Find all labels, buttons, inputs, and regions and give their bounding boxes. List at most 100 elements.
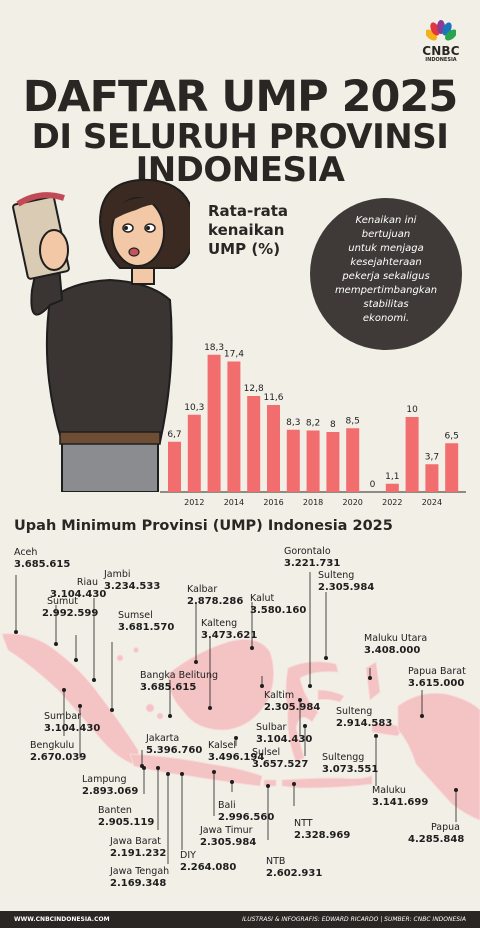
province-label: Jawa Tengah 2.169.348 [110, 866, 169, 890]
province-name: Sultengg [322, 752, 365, 763]
province-ump: 2.670.039 [30, 752, 87, 763]
note-line: untuk menjaga [348, 243, 424, 254]
data-label-2011: 6,7 [167, 430, 181, 440]
province-label: Kalteng 3.473.621 [201, 618, 257, 642]
province-name: Maluku Utara [364, 633, 428, 644]
province-ump: 2.893.069 [82, 786, 139, 797]
province-name: Kalteng [201, 618, 238, 629]
province-name: Sumbar [44, 711, 82, 722]
province-name: NTT [294, 818, 313, 829]
note-line: Kenaikan ini [355, 215, 417, 226]
bar-2014 [227, 361, 241, 492]
province-name: Riau [76, 577, 98, 588]
bar-2020 [346, 428, 360, 492]
province-label: Sumbar 3.104.430 [44, 711, 100, 735]
province-name: Lampung [82, 774, 127, 785]
province-name: Maluku [372, 785, 406, 796]
province-ump: 3.104.430 [44, 723, 101, 734]
province-label: Kaltim 2.305.984 [264, 690, 320, 714]
province-name: Sumut [46, 596, 78, 607]
data-label-2017: 8,3 [286, 418, 300, 428]
province-label: Sulsel 3.657.527 [252, 747, 308, 771]
data-label-2023: 10 [406, 405, 418, 415]
bar-2025 [445, 443, 459, 492]
province-label: Bangka Belitung 3.685.615 [140, 670, 218, 694]
province-name: Papua Barat [408, 666, 466, 677]
chart-title: Rata-rata kenaikan UMP (%) [208, 202, 288, 259]
province-label: Maluku 3.141.699 [372, 785, 428, 809]
province-ump: 3.104.430 [50, 589, 107, 600]
province-name: Bangka Belitung [140, 670, 219, 681]
data-label-2015: 12,8 [244, 384, 264, 394]
province-ump: 3.473.621 [201, 630, 258, 641]
province-label: Jawa Barat 2.191.232 [110, 836, 166, 860]
province-ump: 2.264.080 [180, 862, 237, 873]
province-name: Jakarta [146, 733, 180, 744]
bar-2011 [168, 441, 181, 492]
ump-bar-chart: 6,7 10,3 2012 18,317,4 2014 12,811,6 2016 8,3 8,… [160, 343, 466, 507]
province-name: Sulsel [252, 747, 281, 758]
brand-sub: INDONESIA [425, 57, 457, 63]
chart-title-line3: UMP (%) [208, 240, 281, 258]
note-line: mempertimbangkan [334, 285, 438, 296]
page-title-line1: DAFTAR UMP 2025 [22, 72, 459, 122]
province-ump: 2.905.119 [98, 817, 155, 828]
province-label: Riau 3.104.430 [50, 577, 107, 601]
province-label: Maluku Utara 3.408.000 [364, 633, 427, 657]
province-ump: 3.681.570 [118, 622, 175, 633]
province-label: Sultengg 3.073.551 [322, 752, 378, 776]
data-label-2019: 8 [330, 420, 336, 430]
province-label: Sumut 2.992.599 [42, 596, 98, 620]
province-ump: 3.580.160 [250, 605, 307, 616]
province-name: Papua [431, 822, 460, 833]
page-title-line2: DI SELURUH PROVINSI [31, 117, 449, 157]
data-label-2014: 17,4 [224, 350, 244, 360]
x-tick-2022: 2022 [382, 498, 402, 507]
province-ump: 2.169.348 [110, 878, 167, 889]
province-name: Jawa Timur [200, 825, 253, 836]
x-tick-2018: 2018 [303, 498, 323, 507]
x-tick-2014: 2014 [224, 498, 244, 507]
note-line: pekerja sekaligus [342, 271, 430, 282]
province-name: Gorontalo [284, 546, 331, 557]
note-line: ekonomi. [362, 313, 410, 324]
x-tick-2016: 2016 [263, 498, 283, 507]
province-ump: 3.141.699 [372, 797, 429, 808]
data-label-2022: 1,1 [385, 472, 399, 482]
province-ump: 3.234.533 [104, 581, 161, 592]
province-label: NTB 2.602.931 [266, 856, 322, 880]
province-ump: 5.396.760 [146, 745, 203, 756]
province-label: Kalbar 2.878.286 [187, 584, 243, 608]
footer-credit: ILUSTRASI & INFOGRAFIS: EDWARD RICARDO |… [242, 916, 466, 923]
province-label: Kalut 3.580.160 [250, 593, 306, 617]
note-line: bertujuan [361, 229, 411, 240]
bar-2013 [207, 354, 221, 492]
indonesia-map [1, 572, 480, 864]
province-name: Sulbar [256, 722, 287, 733]
province-name: Jawa Barat [110, 836, 162, 847]
map-title: Upah Minimum Provinsi (UMP) Indonesia 20… [14, 518, 393, 534]
province-label: Jakarta 5.396.760 [146, 733, 202, 757]
province-name: DIY [180, 850, 196, 861]
note-bubble: Kenaikan ini bertujuan untuk menjaga kes… [310, 198, 462, 350]
province-label: Papua Barat 3.615.000 [408, 666, 466, 690]
province-label: Sulteng 2.305.984 [318, 570, 374, 594]
province-ump: 2.191.232 [110, 848, 167, 859]
province-name: Kalsel [208, 740, 236, 751]
province-label: Jambi 3.234.533 [104, 569, 160, 593]
province-name: Sumsel [118, 610, 153, 621]
province-label: NTT 2.328.969 [294, 818, 350, 842]
note-line: kesejahteraan [350, 257, 422, 268]
brand-name: CNBC [422, 44, 460, 58]
bar-2023 [405, 417, 419, 492]
province-label: Lampung 2.893.069 [82, 774, 138, 798]
province-ump: 3.685.615 [14, 559, 71, 570]
bar-2016 [267, 405, 280, 492]
province-label: Gorontalo 3.221.731 [284, 546, 340, 570]
bar-2024 [425, 464, 439, 492]
province-name: NTB [266, 856, 286, 867]
province-name: Bengkulu [30, 740, 75, 751]
province-label: Bali 2.996.560 [218, 800, 274, 824]
woman-holding-money-illustration [12, 178, 190, 492]
province-ump: 3.685.615 [140, 682, 197, 693]
